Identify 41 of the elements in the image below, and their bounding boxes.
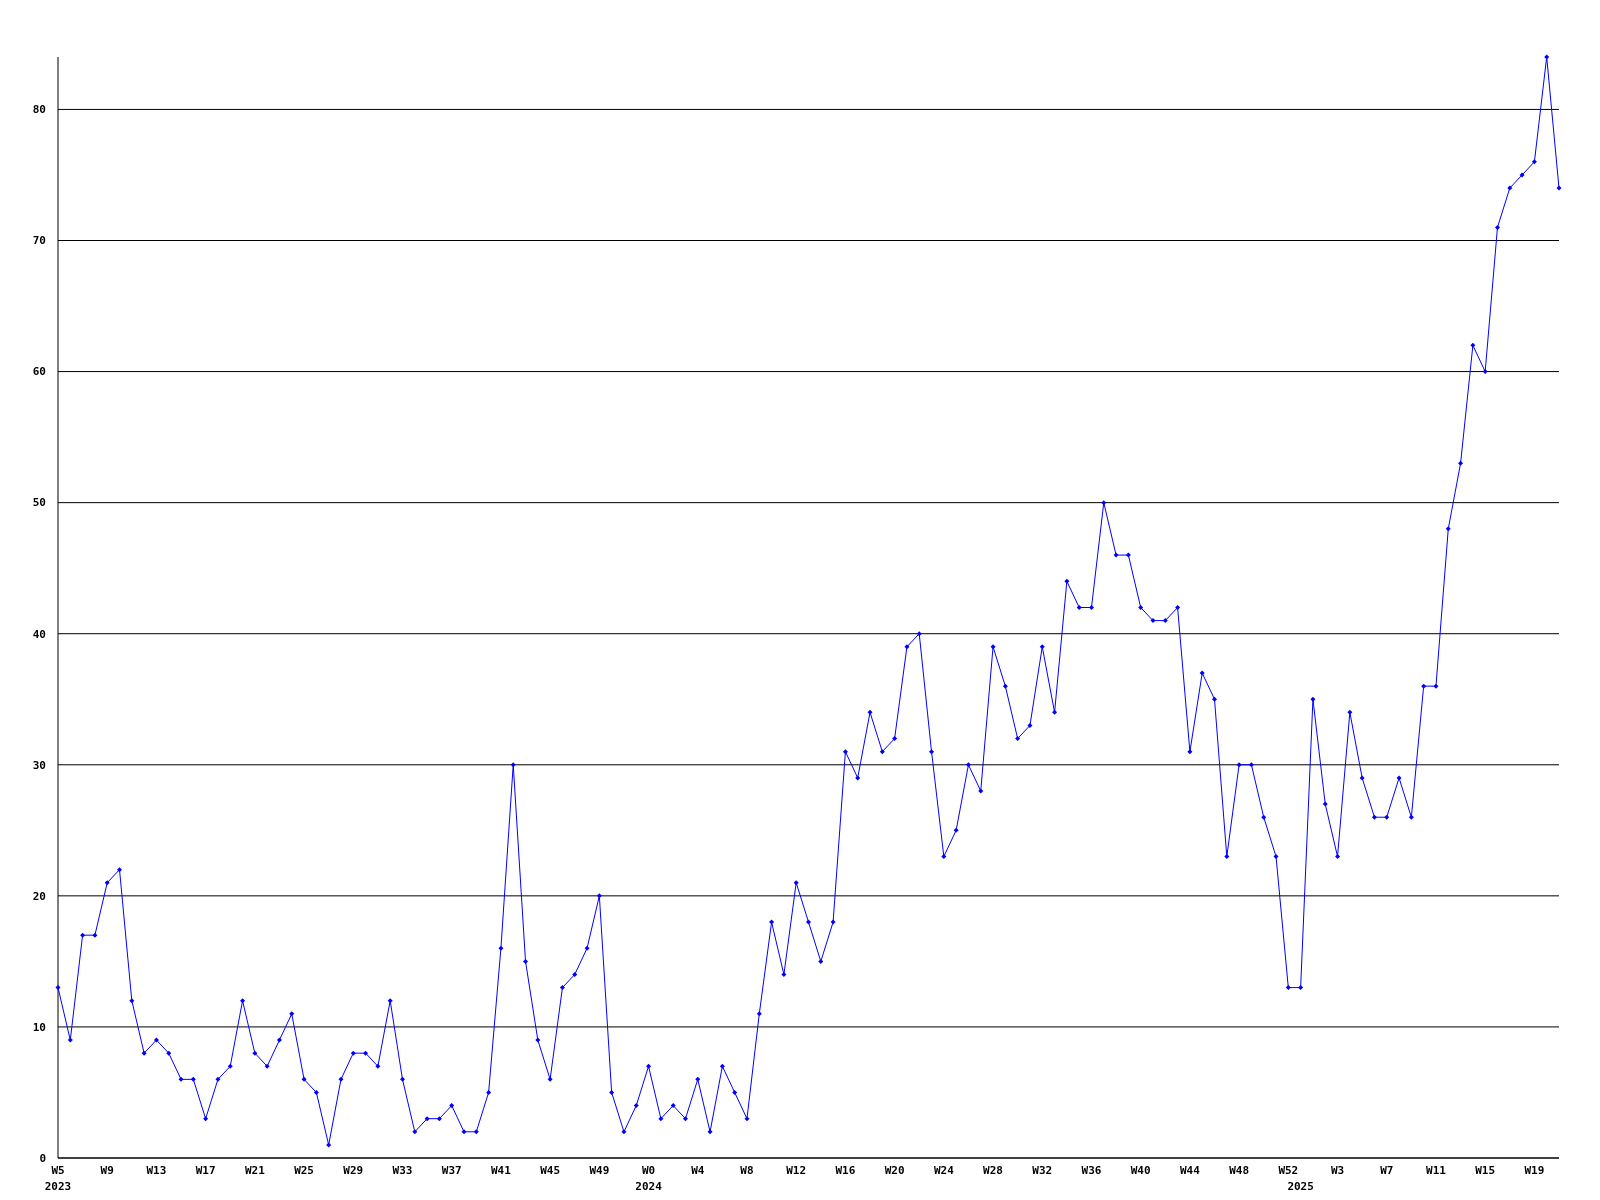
y-tick-label: 40 [32,627,46,641]
x-tick-label: W41 [490,1164,512,1177]
y-tick-label: 60 [32,365,46,379]
x-tick-label: W7 [1380,1164,1394,1177]
x-tick-label: W3 [1330,1164,1345,1177]
x-tick-label: 2025 [1287,1180,1314,1193]
x-tick-label: W28 [983,1164,1003,1177]
y-tick-label: 10 [32,1020,46,1034]
x-tick-label: W40 [1130,1164,1151,1177]
x-tick-label: W25 [294,1164,314,1177]
x-tick-label: W12 [786,1164,807,1177]
x-tick-label: W19 [1524,1164,1545,1177]
x-tick-label: W48 [1229,1164,1250,1177]
x-tick-label: W0 2024 [635,1164,663,1193]
x-tick-label: W29 [343,1164,364,1177]
y-tick-label: 20 [32,889,46,903]
x-tick-label: W37 [441,1164,462,1177]
x-tick-label: W44 [1179,1164,1201,1177]
x-tick-label: W24 [933,1164,955,1177]
x-tick-label: W15 [1475,1164,1496,1177]
x-tick-label: W45 [540,1164,561,1177]
x-tick-label: W13 [146,1164,167,1177]
x-tick-label: W9 [100,1164,114,1177]
x-tick-label: W5 2023 [44,1164,72,1193]
x-tick-label: W21 [244,1164,266,1177]
y-tick-label: 50 [32,496,46,510]
x-tick-label: W8 [740,1164,754,1177]
x-tick-label: W33 [392,1164,413,1177]
x-tick-label: W49 [589,1164,610,1177]
x-tick-label: W17 [195,1164,216,1177]
x-tick-label: W32 [1032,1164,1053,1177]
y-tick-label: 80 [32,103,46,117]
x-tick-label: W52 [1278,1164,1299,1177]
y-tick-label: 30 [32,758,46,772]
x-tick-label: W11 [1426,1164,1447,1177]
x-tick-label: W36 [1081,1164,1102,1177]
x-tick-label: W4 [691,1164,705,1177]
y-tick-label: 70 [32,234,46,248]
x-tick-label: W16 [835,1164,856,1177]
x-tick-label: W20 [884,1164,905,1177]
y-tick-label: 0 [39,1151,46,1165]
